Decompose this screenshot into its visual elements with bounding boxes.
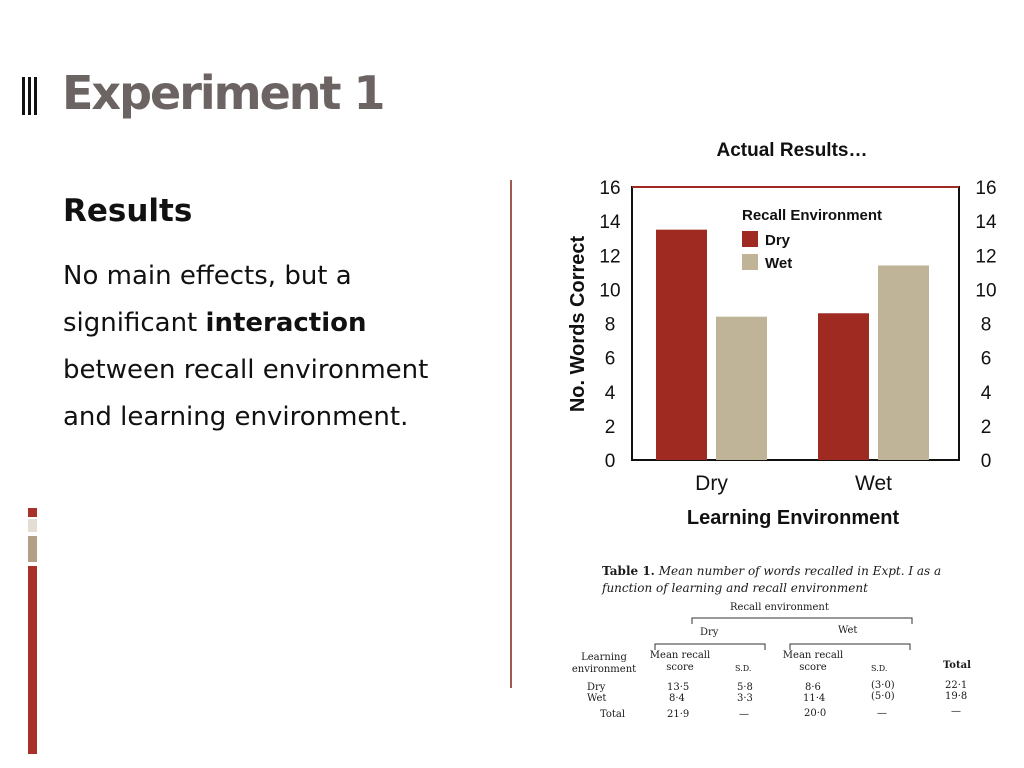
table-cell: 8·4 <box>669 693 685 704</box>
table-cell: 22·1 <box>945 680 968 691</box>
table-caption: Table 1. Mean number of words recalled i… <box>602 563 972 597</box>
y-tick-label-left: 6 <box>605 349 616 370</box>
table-col-mean-dry: Mean recall score <box>649 650 711 673</box>
legend-label-dry: Dry <box>765 232 791 249</box>
table-row-label: Total <box>600 709 626 720</box>
y-tick-label-left: 10 <box>599 280 620 301</box>
table-row-label: Wet <box>587 693 607 704</box>
table-cell: 8·6 <box>805 682 821 693</box>
column-divider <box>510 180 512 688</box>
chart-svg: Actual Results… 0 0 2 2 4 4 6 6 8 8 10 10 12 12 14 14 16 1… <box>567 140 997 529</box>
results-chart: Actual Results… 0 0 2 2 4 4 6 6 8 8 10 10 12 12 14 14 16 1… <box>560 130 1020 540</box>
legend-label-wet: Wet <box>765 255 792 272</box>
table-cell: 19·8 <box>945 691 968 702</box>
table-cell: — <box>739 709 749 720</box>
y-tick-label-right: 8 <box>981 315 992 336</box>
y-tick-label-left: 4 <box>605 383 616 404</box>
table-braces <box>654 617 913 650</box>
table-caption-text: Mean number of words recalled in Expt. I… <box>602 564 942 595</box>
title-decoration <box>22 77 40 115</box>
body-text-2: between recall environment and learning … <box>63 355 429 432</box>
table-sub-wet: Wet <box>838 625 858 636</box>
legend-title: Recall Environment <box>742 207 882 224</box>
table-col-total: Total <box>943 660 971 671</box>
table-cell: 20·0 <box>804 708 827 719</box>
table-cell: 13·5 <box>667 682 690 693</box>
slide-title: Experiment 1 <box>62 66 386 120</box>
y-tick-label-left: 8 <box>605 315 616 336</box>
bar-wet-dry <box>716 316 767 460</box>
y-tick-label-right: 16 <box>975 178 996 199</box>
table-row-label: Dry <box>587 682 606 693</box>
table-cell: — <box>951 706 961 717</box>
y-tick-label-right: 4 <box>981 383 992 404</box>
x-axis-label: Learning Environment <box>687 507 900 529</box>
body-text-1: No main effects, but a significant <box>63 261 352 338</box>
table-col-mean-wet: Mean recall score <box>782 650 844 673</box>
y-tick-label-right: 6 <box>981 349 992 370</box>
y-tick-label-right: 0 <box>981 451 992 472</box>
y-tick-label-right: 12 <box>975 246 996 267</box>
table-col-sd-dry: S.D. <box>735 664 752 673</box>
results-table: Table 1. Mean number of words recalled i… <box>565 558 985 728</box>
y-tick-label-right: 14 <box>975 212 997 233</box>
y-tick-label-right: 10 <box>975 280 996 301</box>
table-sub-dry: Dry <box>700 627 719 638</box>
table-col-sd-wet: S.D. <box>871 664 888 673</box>
table-cell: 3·3 <box>737 693 753 704</box>
body-text-emphasis: interaction <box>205 308 367 338</box>
legend-swatch-wet <box>742 254 758 270</box>
bar-dry-dry <box>656 229 707 460</box>
y-tick-label-left: 12 <box>599 246 620 267</box>
table-cell: — <box>877 708 887 719</box>
table-col-learning: Learning environment <box>571 652 637 675</box>
table-cell: (5·0) <box>871 691 895 702</box>
table-cell: (3·0) <box>871 680 895 691</box>
y-tick-label-right: 2 <box>981 417 992 438</box>
table-group-header: Recall environment <box>730 602 829 613</box>
table-caption-label: Table 1. <box>602 564 655 578</box>
y-tick-label-left: 14 <box>599 212 621 233</box>
table-cell: 21·9 <box>667 709 690 720</box>
y-tick-label-left: 0 <box>605 451 616 472</box>
results-body: No main effects, but a significant inter… <box>63 253 483 441</box>
bar-wet-wet <box>878 265 929 460</box>
y-tick-label-left: 16 <box>599 178 620 199</box>
legend-swatch-dry <box>742 231 758 247</box>
table-cell: 5·8 <box>737 682 753 693</box>
bar-dry-wet <box>818 313 869 460</box>
chart-title: Actual Results… <box>717 140 868 161</box>
x-tick-label: Wet <box>855 472 892 495</box>
x-tick-label: Dry <box>695 472 728 495</box>
table-cell: 11·4 <box>803 693 826 704</box>
y-tick-label-left: 2 <box>605 417 616 438</box>
results-heading: Results <box>63 193 193 229</box>
y-axis-label: No. Words Correct <box>567 236 589 413</box>
